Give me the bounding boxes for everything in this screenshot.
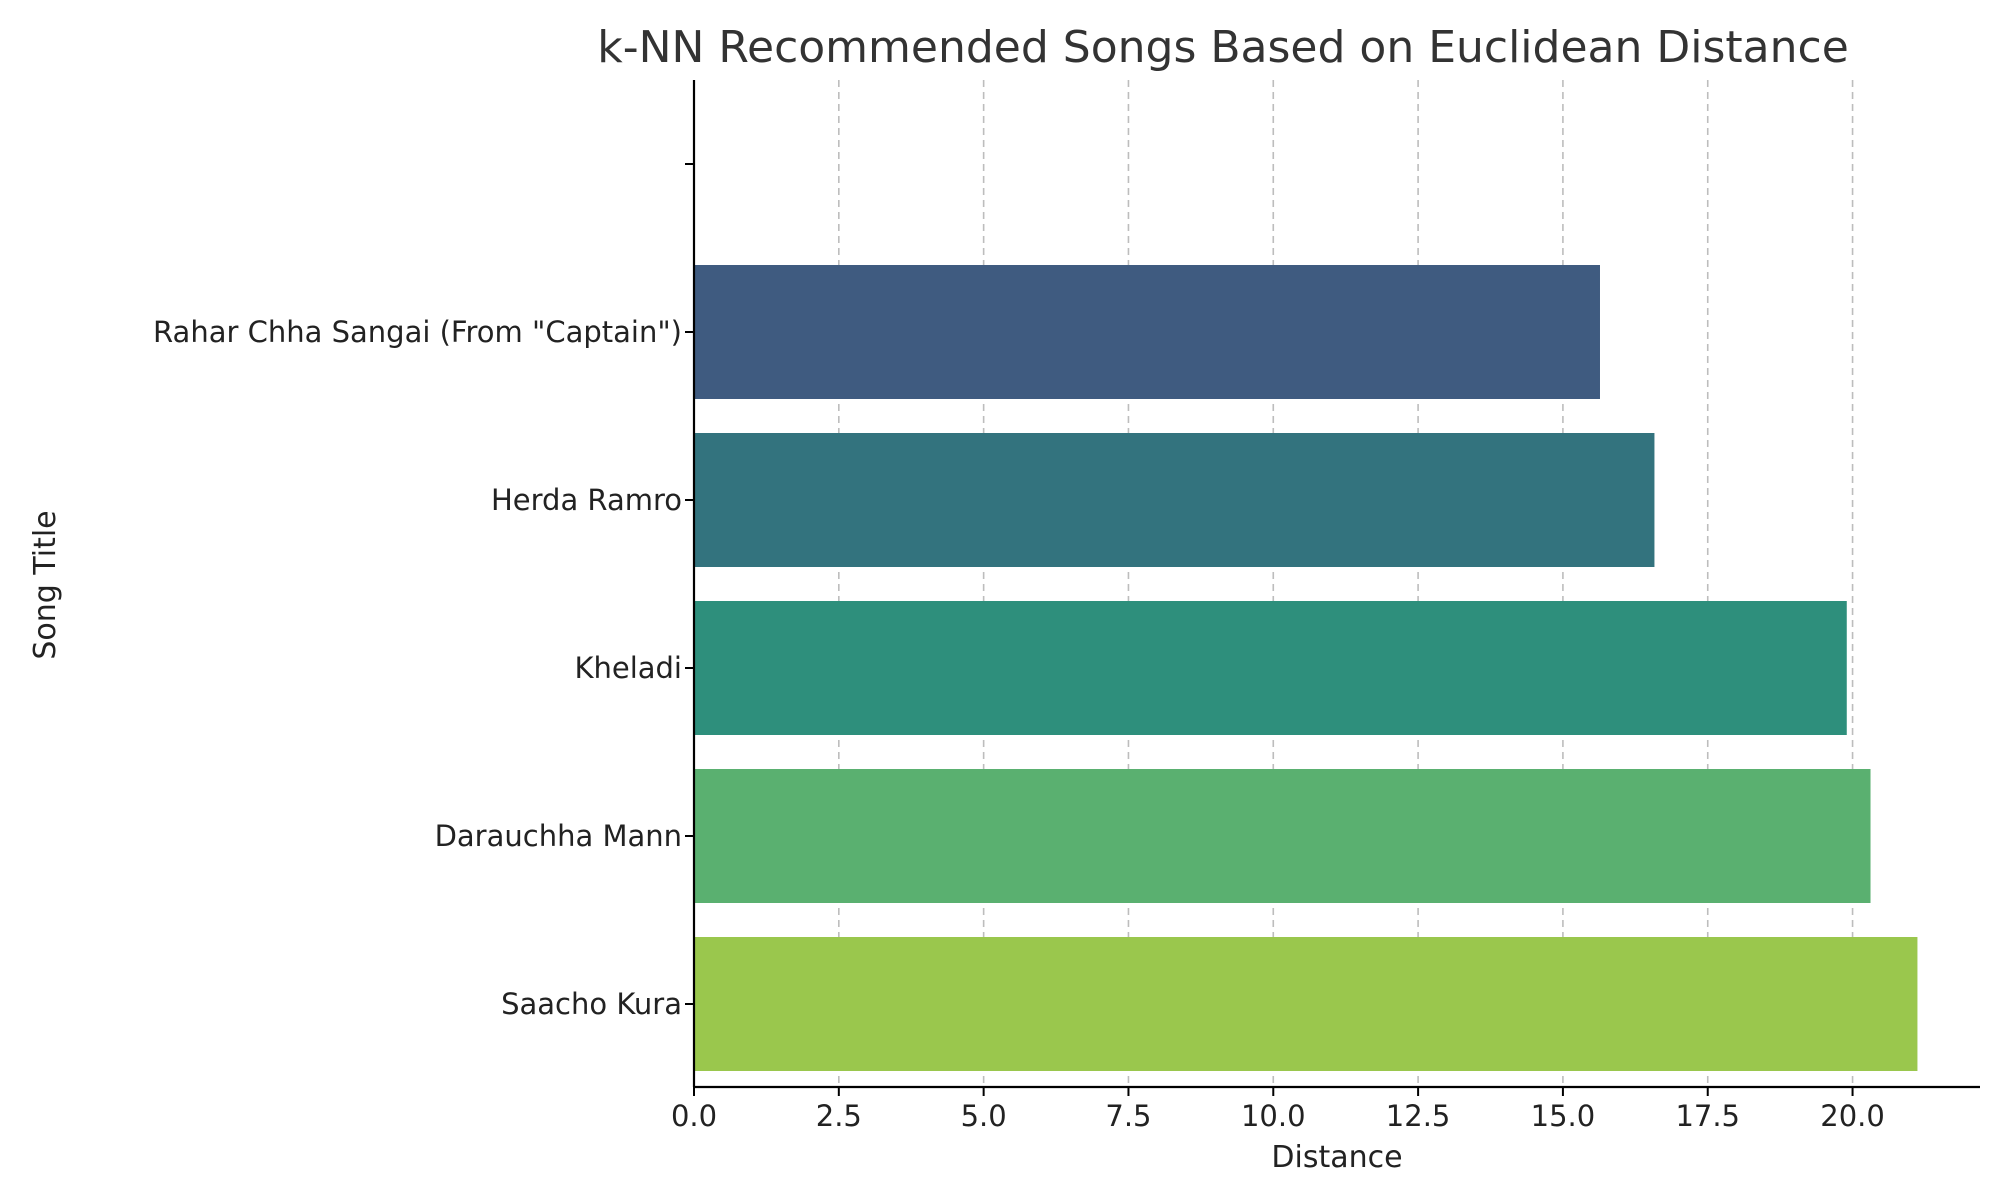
x-tick-label: 20.0 [1820,1099,1885,1133]
x-tick-label: 15.0 [1531,1099,1596,1133]
y-tick-label: Darauchha Mann [435,819,682,853]
grid-lines [838,80,1854,1087]
axes [692,80,1980,1089]
bar [694,769,1871,903]
chart-title: k-NN Recommended Songs Based on Euclidea… [597,22,1849,73]
y-axis-label: Song Title [28,510,63,659]
bar [694,265,1600,399]
y-tick-label: Kheladi [574,651,682,685]
bar [694,937,1918,1071]
y-tick-label: Saacho Kura [501,987,682,1021]
x-tick-label: 7.5 [1105,1099,1151,1133]
x-ticks: 0.0 2.5 5.0 7.5 10.0 12.5 15.0 17.5 20.0 [671,1087,1885,1133]
x-tick-label: 10.0 [1241,1099,1306,1133]
x-tick-label: 12.5 [1386,1099,1451,1133]
x-axis-label: Distance [1271,1140,1402,1175]
bar [694,433,1655,567]
bars [694,265,1918,1071]
x-tick-label: 5.0 [961,1099,1007,1133]
y-tick-label: Rahar Chha Sangai (From "Captain") [153,315,682,349]
y-tick-label: Herda Ramro [491,483,682,517]
x-tick-label: 2.5 [816,1099,862,1133]
bar [694,601,1847,735]
x-tick-label: 17.5 [1675,1099,1740,1133]
y-ticks: Rahar Chha Sangai (From "Captain") Herda … [153,163,694,1021]
x-tick-label: 0.0 [671,1099,717,1133]
